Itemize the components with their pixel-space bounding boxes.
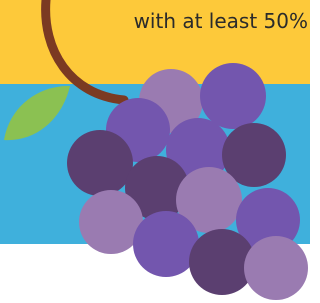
page: with at least 50% (() => { const data = … (0, 0, 310, 303)
caption: with at least 50% (134, 9, 308, 33)
grape (67, 130, 133, 196)
illustration: with at least 50% (0, 0, 310, 303)
grape (200, 63, 266, 129)
grape (244, 236, 308, 300)
grape (133, 211, 199, 277)
